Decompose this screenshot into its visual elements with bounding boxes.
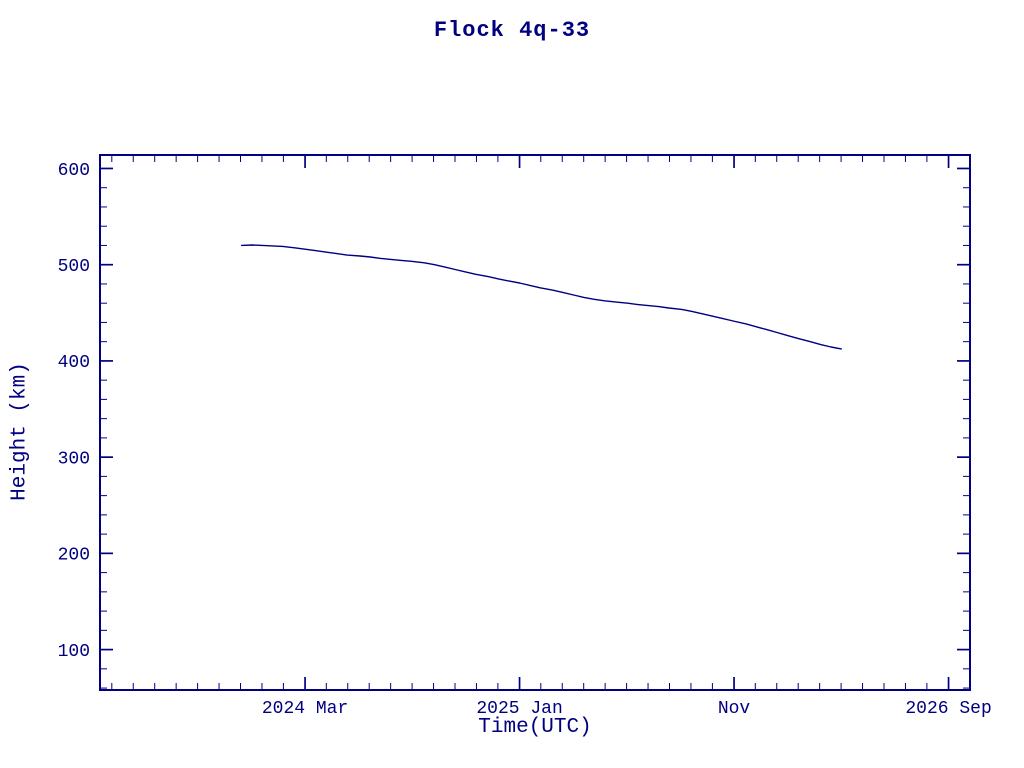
height-decay-curve xyxy=(240,244,842,350)
y-tick-label: 400 xyxy=(58,353,90,373)
y-tick-label: 300 xyxy=(58,449,90,469)
plot-frame xyxy=(99,154,971,691)
y-tick-label: 600 xyxy=(58,161,90,181)
y-tick-label: 100 xyxy=(58,642,90,662)
x-tick-label: Nov xyxy=(718,699,751,719)
x-tick-labels: 2024 Mar 2025 Jan Nov 2026 Sep xyxy=(262,699,992,719)
y-axis-label: Height (km) xyxy=(8,362,32,501)
x-tick-label: 2024 Mar xyxy=(262,699,348,719)
x-tick-label: 2026 Sep xyxy=(905,699,991,719)
x-tick-label: 2025 Jan xyxy=(476,699,562,719)
axis-ticks xyxy=(100,155,971,690)
x-axis-label: Time(UTC) xyxy=(478,716,592,739)
y-tick-labels: 100 200 300 400 500 600 xyxy=(58,161,90,662)
y-tick-label: 500 xyxy=(58,257,90,277)
y-tick-label: 200 xyxy=(58,546,90,566)
chart-title: Flock 4q-33 xyxy=(433,18,591,43)
